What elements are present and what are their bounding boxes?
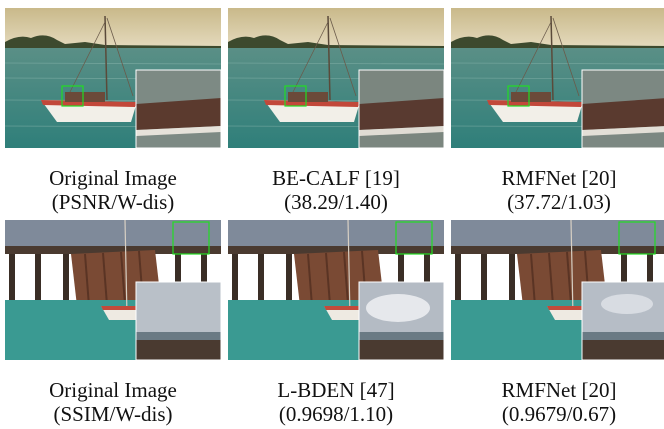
boat-image-original bbox=[5, 8, 221, 148]
caption-metric: (37.72/1.03) bbox=[507, 190, 611, 214]
boat-image-be-calf bbox=[228, 8, 444, 148]
boat-scene bbox=[451, 8, 664, 148]
pier-scene bbox=[5, 220, 221, 360]
caption-rmfnet-top: RMFNet [20] (37.72/1.03) bbox=[451, 166, 664, 214]
caption-rmfnet-bottom: RMFNet [20] (0.9679/0.67) bbox=[451, 378, 664, 426]
caption-method: BE-CALF [19] bbox=[272, 166, 400, 190]
roi-box bbox=[61, 85, 84, 107]
caption-l-bden: L-BDEN [47] (0.9698/1.10) bbox=[228, 378, 444, 426]
caption-method: Original Image bbox=[49, 378, 177, 402]
caption-be-calf: BE-CALF [19] (38.29/1.40) bbox=[228, 166, 444, 214]
caption-metric: (0.9698/1.10) bbox=[278, 402, 394, 426]
caption-method: Original Image bbox=[49, 166, 177, 190]
pier-image-rmfnet bbox=[451, 220, 664, 360]
caption-metric: (0.9679/0.67) bbox=[501, 402, 617, 426]
caption-metric: (PSNR/W-dis) bbox=[51, 190, 175, 214]
roi-box bbox=[507, 85, 530, 107]
pier-image-l-bden bbox=[228, 220, 444, 360]
caption-original-psnr: Original Image (PSNR/W-dis) bbox=[5, 166, 221, 214]
roi-box bbox=[172, 221, 210, 255]
boat-scene bbox=[5, 8, 221, 148]
caption-metric: (38.29/1.40) bbox=[284, 190, 388, 214]
boat-scene bbox=[228, 8, 444, 148]
pier-scene bbox=[451, 220, 664, 360]
boat-image-rmfnet bbox=[451, 8, 664, 148]
roi-box bbox=[618, 221, 656, 255]
pier-image-original bbox=[5, 220, 221, 360]
caption-original-ssim: Original Image (SSIM/W-dis) bbox=[5, 378, 221, 426]
pier-scene bbox=[228, 220, 444, 360]
caption-metric: (SSIM/W-dis) bbox=[53, 402, 173, 426]
caption-method: RMFNet [20] bbox=[501, 166, 617, 190]
roi-box bbox=[284, 85, 307, 107]
caption-method: L-BDEN [47] bbox=[277, 378, 395, 402]
roi-box bbox=[395, 221, 433, 255]
caption-method: RMFNet [20] bbox=[501, 378, 617, 402]
